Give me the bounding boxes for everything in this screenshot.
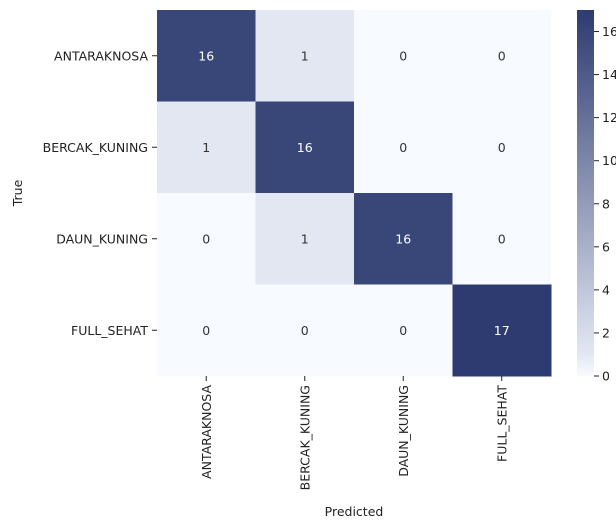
colorbar-tick-label: 8 — [602, 196, 610, 211]
y-axis-label: True — [10, 179, 25, 207]
y-tick-label: ANTARAKNOSA — [54, 48, 148, 63]
cell-value-label: 1 — [202, 140, 210, 155]
heatmap-cell — [354, 193, 453, 285]
heatmap-cell — [354, 10, 453, 102]
heatmap-cell — [157, 193, 256, 285]
x-tick-label: DAUN_KUNING — [396, 385, 411, 477]
cell-value-label: 0 — [399, 323, 407, 338]
heatmap-cell — [255, 284, 355, 377]
colorbar-tick-label: 2 — [602, 325, 610, 340]
colorbar-tick-label: 0 — [602, 369, 610, 384]
cell-value-label: 1 — [301, 48, 309, 63]
cell-value-label: 16 — [297, 140, 313, 155]
cell-value-label: 0 — [399, 48, 407, 63]
cell-value-label: 0 — [399, 140, 407, 155]
colorbar-ticks: 0 2 4 6 8 10 12 14 16 — [594, 24, 616, 384]
cell-value-label: 16 — [395, 231, 411, 246]
colorbar-tick-label: 10 — [602, 153, 616, 168]
y-tick-label: DAUN_KUNING — [56, 231, 148, 246]
y-axis-ticks: ANTARAKNOSA BERCAK_KUNING DAUN_KUNING FULL_… — [43, 48, 157, 338]
heatmap-cell — [255, 193, 355, 285]
colorbar-tick-label: 14 — [602, 67, 616, 82]
x-tick-label: BERCAK_KUNING — [297, 385, 312, 490]
y-tick-label: BERCAK_KUNING — [43, 140, 148, 155]
x-tick-label: ANTARAKNOSA — [199, 385, 214, 479]
y-tick-label: FULL_SEHAT — [71, 323, 148, 338]
heatmap-cell — [255, 10, 355, 102]
colorbar-tick-label: 6 — [602, 239, 610, 254]
heatmap-cell — [452, 193, 552, 285]
heatmap-cell — [452, 10, 552, 102]
cell-value-label: 0 — [498, 140, 506, 155]
cell-value-label: 0 — [301, 323, 309, 338]
heatmap-cell — [157, 101, 256, 194]
cell-value-label: 0 — [498, 231, 506, 246]
colorbar-tick-label: 12 — [602, 110, 616, 125]
colorbar-tick-label: 16 — [602, 24, 616, 39]
x-tick-label: FULL_SEHAT — [494, 385, 509, 462]
heatmap-cell — [255, 101, 355, 194]
cell-value-label: 17 — [494, 323, 510, 338]
heatmap-cell — [354, 284, 453, 377]
cell-value-label: 0 — [202, 231, 210, 246]
heatmap-cell — [452, 101, 552, 194]
cell-value-label: 0 — [498, 48, 506, 63]
heatmap-cell — [354, 101, 453, 194]
heatmap-cell — [452, 284, 552, 377]
cell-value-label: 16 — [198, 48, 214, 63]
colorbar — [577, 10, 594, 376]
heatmap-cell — [157, 10, 256, 102]
heatmap-cell — [157, 284, 256, 377]
x-axis-label: Predicted — [325, 504, 384, 519]
cell-value-label: 1 — [301, 231, 309, 246]
colorbar-tick-label: 4 — [602, 282, 610, 297]
cell-value-label: 0 — [202, 323, 210, 338]
x-axis-ticks: ANTARAKNOSA BERCAK_KUNING DAUN_KUNING FULL_… — [199, 376, 509, 490]
heatmap-cells: 16 1 0 0 1 16 0 0 0 1 16 0 0 0 0 17 — [157, 10, 552, 377]
